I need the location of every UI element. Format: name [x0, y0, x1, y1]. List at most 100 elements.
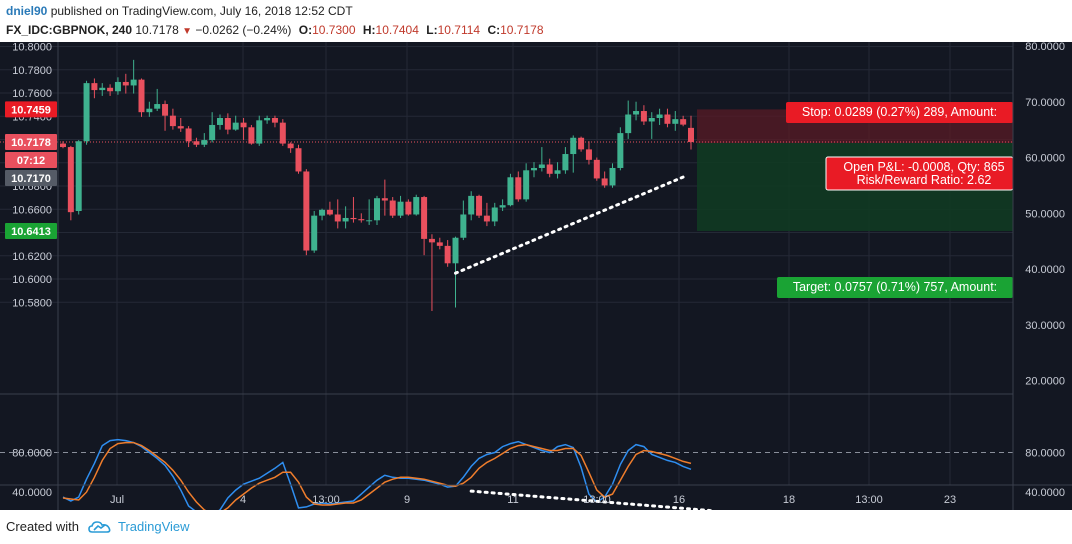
oscillator-tick-label: 80.0000 — [12, 448, 52, 460]
secondary-tick-label: 50.0000 — [1025, 208, 1065, 220]
down-arrow-icon: ▼ — [182, 26, 193, 37]
close-label: C: — [487, 23, 501, 37]
candle-body — [413, 197, 420, 215]
secondary-tick-label: 40.0000 — [1025, 264, 1065, 276]
time-tick-label: 18 — [783, 494, 795, 506]
candle-body — [460, 214, 467, 238]
candle-body — [617, 133, 624, 168]
candle-body — [468, 195, 475, 215]
candle-body — [428, 238, 435, 243]
candle-body — [664, 114, 671, 124]
candle-body — [326, 209, 333, 215]
time-tick-label: 13:00 — [855, 494, 883, 506]
oscillator-tick-label-right: 40.0000 — [1025, 487, 1065, 499]
current-price-label: 10.7178 — [11, 137, 51, 149]
candle-body — [169, 115, 176, 127]
candle-body — [162, 104, 169, 116]
stop-label: Stop: 0.0289 (0.27%) 289, Amount: — [802, 105, 997, 119]
price-change: −0.0262 (−0.24%) — [195, 23, 292, 37]
candle-body — [640, 111, 647, 122]
candle-body — [389, 200, 396, 216]
candle-body — [342, 217, 349, 222]
candle-body — [570, 137, 577, 155]
time-tick-label: 13:00 — [583, 494, 611, 506]
candle-body — [546, 164, 553, 174]
candle-body — [366, 220, 373, 222]
stop-label-box — [786, 102, 1013, 123]
secondary-tick-label: 30.0000 — [1025, 320, 1065, 332]
candle-body — [75, 141, 82, 211]
candle-body — [585, 149, 592, 160]
candle-body — [680, 119, 687, 125]
candle-body — [154, 104, 161, 109]
candle-body — [625, 114, 632, 134]
chart-area[interactable]: Stop: 0.0289 (0.27%) 289, Amount: Open P&… — [0, 41, 1072, 516]
stop-price-label-badge — [5, 101, 57, 118]
target-label: Target: 0.0757 (0.71%) 757, Amount: — [793, 280, 997, 294]
candle-body — [515, 177, 522, 200]
candle-body — [507, 177, 514, 206]
oscillator-tick-label-right: 80.0000 — [1025, 448, 1065, 460]
candle-body — [319, 209, 326, 216]
candle-body — [648, 117, 655, 122]
oscillator-tick-label: 40.0000 — [12, 487, 52, 499]
candle-body — [279, 122, 286, 144]
candle-body — [303, 171, 310, 251]
candle-body — [609, 167, 616, 186]
time-tick-label: 13:00 — [312, 494, 340, 506]
target-label-box — [777, 277, 1013, 298]
footer: Created with TradingView — [0, 510, 1072, 544]
time-tick-label: 9 — [404, 494, 410, 506]
candle-body — [593, 159, 600, 179]
right-axis-bg — [1013, 42, 1072, 510]
candle-body — [83, 83, 90, 142]
high-value: 10.7404 — [375, 23, 419, 37]
symbol-label[interactable]: FX_IDC:GBPNOK, 240 — [6, 23, 133, 37]
candle-body — [444, 245, 451, 264]
bar-countdown-label-badge — [5, 152, 57, 169]
target-price-label-badge — [5, 222, 57, 239]
chart-canvas[interactable]: Stop: 0.0289 (0.27%) 289, Amount: Open P&… — [0, 41, 1072, 516]
current-price-label-badge — [5, 134, 57, 151]
secondary-tick-label: 70.0000 — [1025, 97, 1065, 109]
symbol-ohlc-line: FX_IDC:GBPNOK, 240 10.7178 ▼ −0.0262 (−0… — [6, 23, 544, 37]
price-tick-label: 10.5800 — [12, 297, 52, 309]
candle-body — [248, 127, 255, 144]
candle-body — [436, 242, 443, 246]
candle-body — [287, 143, 294, 149]
publish-info: dniel90 published on TradingView.com, Ju… — [6, 4, 353, 18]
candle-body — [381, 198, 388, 201]
pnl-label: Open P&L: -0.0008, Qty: 865 — [843, 160, 1004, 174]
price-tick-label: 10.6600 — [12, 204, 52, 216]
candle-body — [397, 201, 404, 216]
candle-body — [185, 128, 192, 142]
candle-body — [483, 215, 490, 222]
candle-body — [523, 170, 530, 200]
candle-body — [264, 117, 271, 121]
candle-body — [554, 170, 561, 174]
candle-body — [358, 219, 365, 221]
candle-body — [499, 205, 506, 208]
candle-body — [107, 87, 114, 92]
candle-body — [91, 83, 98, 91]
candle-body — [232, 122, 239, 130]
last-price: 10.7178 — [135, 23, 179, 37]
close-value: 10.7178 — [500, 23, 544, 37]
candle-body — [146, 108, 153, 113]
candle-body — [122, 81, 129, 86]
secondary-tick-label: 80.0000 — [1025, 42, 1065, 53]
time-tick-label: 11 — [507, 494, 518, 506]
candle-body — [114, 81, 121, 92]
candle-body — [240, 122, 247, 128]
time-tick-label: 16 — [673, 494, 685, 506]
secondary-tick-label: 20.0000 — [1025, 376, 1065, 388]
candle-body — [193, 141, 200, 145]
high-label: H: — [362, 23, 376, 37]
tradingview-brand-link[interactable]: TradingView — [118, 519, 190, 534]
candle-body — [601, 178, 608, 186]
author-link[interactable]: dniel90 — [6, 4, 48, 18]
candle-body — [138, 79, 145, 113]
price-tick-label: 10.7600 — [12, 88, 52, 100]
candle-body — [177, 126, 184, 129]
price-tick-label: 10.7800 — [12, 65, 52, 77]
